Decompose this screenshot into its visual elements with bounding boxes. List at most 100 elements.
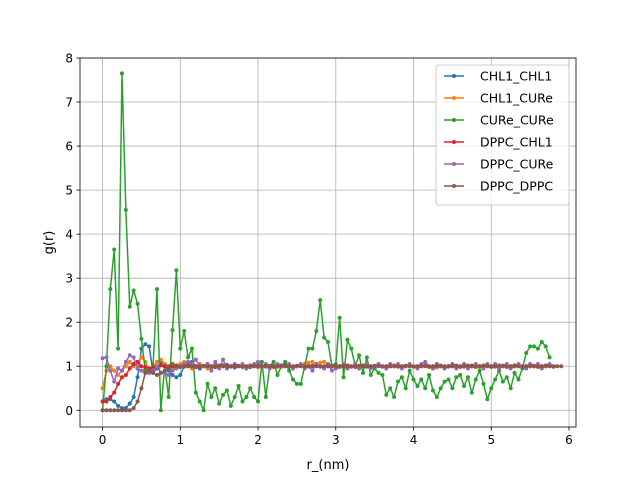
data-point-cure-cure bbox=[547, 355, 552, 360]
data-point-cure-cure bbox=[442, 379, 447, 384]
data-point-dppc-dppc bbox=[287, 364, 292, 369]
legend-item: DPPC_CHL1 bbox=[444, 135, 553, 150]
data-point-cure-cure bbox=[345, 337, 350, 342]
data-point-dppc-dppc bbox=[395, 364, 400, 369]
data-point-chl1-cure bbox=[306, 360, 311, 365]
data-point-dppc-dppc bbox=[341, 363, 346, 368]
legend-swatch-marker bbox=[452, 118, 456, 122]
y-tick-label: 2 bbox=[65, 316, 73, 330]
data-point-dppc-chl1 bbox=[104, 399, 109, 404]
legend-item: CURe_CURe bbox=[444, 113, 554, 128]
data-point-dppc-cure bbox=[310, 368, 315, 373]
data-point-dppc-dppc bbox=[535, 364, 540, 369]
data-point-dppc-dppc bbox=[217, 363, 222, 368]
data-point-dppc-dppc bbox=[547, 364, 552, 369]
y-tick-label: 6 bbox=[65, 140, 73, 154]
data-point-dppc-dppc bbox=[189, 364, 194, 369]
legend-swatch-marker bbox=[452, 162, 456, 166]
data-point-dppc-dppc bbox=[559, 364, 564, 369]
data-point-dppc-chl1 bbox=[112, 390, 117, 395]
data-point-cure-cure bbox=[116, 346, 121, 351]
data-point-cure-cure bbox=[291, 377, 296, 382]
data-point-dppc-dppc bbox=[263, 363, 268, 368]
data-point-dppc-dppc bbox=[329, 364, 334, 369]
data-point-cure-cure bbox=[166, 395, 171, 400]
legend-item: CHL1_CHL1 bbox=[444, 69, 552, 84]
x-tick-label: 2 bbox=[254, 433, 262, 447]
data-point-cure-cure bbox=[462, 384, 467, 389]
data-point-cure-cure bbox=[104, 364, 109, 369]
data-point-dppc-chl1 bbox=[127, 366, 132, 371]
y-tick-label: 0 bbox=[65, 404, 73, 418]
data-point-cure-cure bbox=[469, 390, 474, 395]
data-point-dppc-dppc bbox=[458, 364, 463, 369]
data-point-cure-cure bbox=[186, 355, 191, 360]
data-point-cure-cure bbox=[477, 368, 482, 373]
data-point-cure-cure bbox=[271, 359, 276, 364]
data-point-cure-cure bbox=[465, 375, 470, 380]
data-point-dppc-dppc bbox=[337, 364, 342, 369]
x-tick-label: 0 bbox=[99, 433, 107, 447]
data-point-cure-cure bbox=[392, 395, 397, 400]
data-point-dppc-dppc bbox=[209, 364, 214, 369]
data-point-dppc-cure bbox=[154, 364, 159, 369]
data-point-cure-cure bbox=[244, 395, 249, 400]
data-point-dppc-dppc bbox=[213, 364, 218, 369]
data-point-cure-cure bbox=[310, 346, 315, 351]
data-point-cure-cure bbox=[508, 386, 513, 391]
data-point-dppc-cure bbox=[256, 359, 261, 364]
data-point-cure-cure bbox=[178, 346, 183, 351]
data-point-cure-cure bbox=[360, 370, 365, 375]
data-point-dppc-dppc bbox=[345, 364, 350, 369]
data-point-dppc-dppc bbox=[481, 363, 486, 368]
data-point-dppc-cure bbox=[116, 366, 121, 371]
data-point-dppc-dppc bbox=[267, 364, 272, 369]
data-point-dppc-dppc bbox=[112, 408, 117, 413]
data-point-dppc-dppc bbox=[154, 373, 159, 378]
data-point-dppc-dppc bbox=[462, 364, 467, 369]
data-point-dppc-dppc bbox=[532, 364, 537, 369]
x-tick-label: 1 bbox=[176, 433, 184, 447]
data-point-dppc-dppc bbox=[310, 363, 315, 368]
data-point-dppc-dppc bbox=[384, 364, 389, 369]
data-point-cure-cure bbox=[532, 344, 537, 349]
legend-box bbox=[435, 64, 570, 206]
data-point-dppc-chl1 bbox=[116, 381, 121, 386]
data-point-dppc-dppc bbox=[306, 364, 311, 369]
data-point-dppc-dppc bbox=[442, 364, 447, 369]
x-tick-label: 4 bbox=[410, 433, 418, 447]
data-point-dppc-dppc bbox=[399, 364, 404, 369]
data-point-dppc-dppc bbox=[430, 364, 435, 369]
data-point-dppc-dppc bbox=[244, 364, 249, 369]
data-point-dppc-dppc bbox=[232, 363, 237, 368]
data-point-cure-cure bbox=[256, 399, 261, 404]
data-point-dppc-dppc bbox=[147, 368, 152, 373]
data-point-cure-cure bbox=[516, 377, 521, 382]
data-point-cure-cure bbox=[539, 340, 544, 345]
data-point-cure-cure bbox=[384, 392, 389, 397]
series-dppc-dppc bbox=[100, 362, 564, 413]
data-point-dppc-cure bbox=[139, 368, 144, 373]
data-point-cure-cure bbox=[427, 373, 432, 378]
data-point-cure-cure bbox=[232, 395, 237, 400]
data-point-cure-cure bbox=[174, 268, 179, 273]
data-point-cure-cure bbox=[489, 386, 494, 391]
y-tick-label: 4 bbox=[65, 228, 73, 242]
data-point-dppc-dppc bbox=[368, 364, 373, 369]
data-point-dppc-dppc bbox=[224, 364, 229, 369]
data-point-dppc-cure bbox=[193, 357, 198, 362]
data-point-cure-cure bbox=[112, 247, 117, 252]
data-point-dppc-chl1 bbox=[123, 373, 128, 378]
data-point-dppc-dppc bbox=[392, 364, 397, 369]
data-point-cure-cure bbox=[236, 384, 241, 389]
data-point-dppc-dppc bbox=[477, 364, 482, 369]
data-point-dppc-dppc bbox=[380, 364, 385, 369]
data-point-dppc-cure bbox=[221, 357, 226, 362]
data-point-chl1-chl1 bbox=[131, 395, 136, 400]
data-point-dppc-dppc bbox=[543, 363, 548, 368]
data-point-cure-cure bbox=[407, 368, 412, 373]
data-point-cure-cure bbox=[197, 399, 202, 404]
data-point-dppc-cure bbox=[100, 356, 105, 361]
